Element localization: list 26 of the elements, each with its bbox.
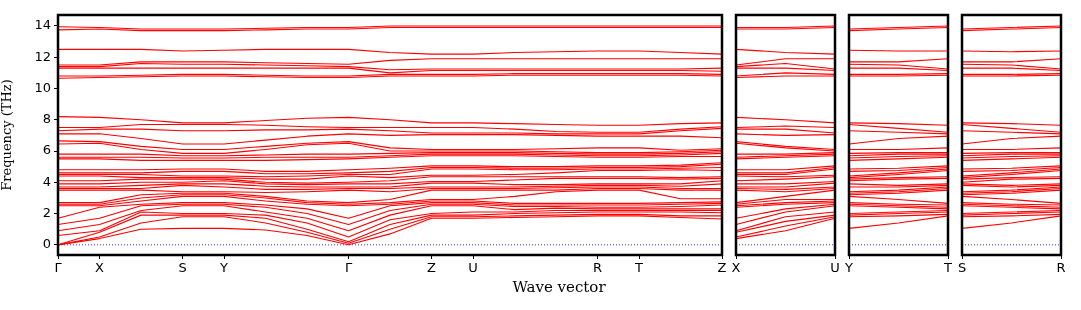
x-tick-label: U	[830, 260, 840, 276]
x-tick-label: Z	[717, 260, 727, 276]
y-tick-label: 4	[42, 173, 51, 189]
x-tick-label: Z	[427, 260, 437, 276]
y-tick-label: 12	[34, 48, 51, 64]
x-tick-label: U	[468, 260, 478, 276]
y-tick-label: 14	[34, 17, 51, 33]
y-tick-label: 6	[42, 142, 51, 158]
x-tick-label: R	[592, 260, 603, 276]
x-axis-title: Wave vector	[511, 278, 607, 296]
x-tick-label: T	[634, 260, 644, 276]
x-tick-label: Y	[219, 260, 229, 276]
y-tick-label: 2	[42, 204, 51, 220]
x-tick-label: S	[178, 260, 187, 276]
x-tick-label: Γ	[344, 260, 353, 276]
x-tick-label: Y	[844, 260, 854, 276]
x-tick-label: R	[1056, 260, 1066, 276]
x-tick-label: X	[731, 260, 741, 276]
x-tick-label: T	[943, 260, 953, 276]
x-tick-label: S	[957, 260, 967, 276]
y-tick-label: 8	[42, 111, 51, 127]
y-axis-title: Frequency (THz)	[0, 79, 15, 191]
y-tick-label: 0	[42, 236, 51, 252]
x-tick-label: X	[95, 260, 105, 276]
x-tick-label: Γ	[54, 260, 63, 276]
y-tick-label: 10	[34, 79, 51, 95]
